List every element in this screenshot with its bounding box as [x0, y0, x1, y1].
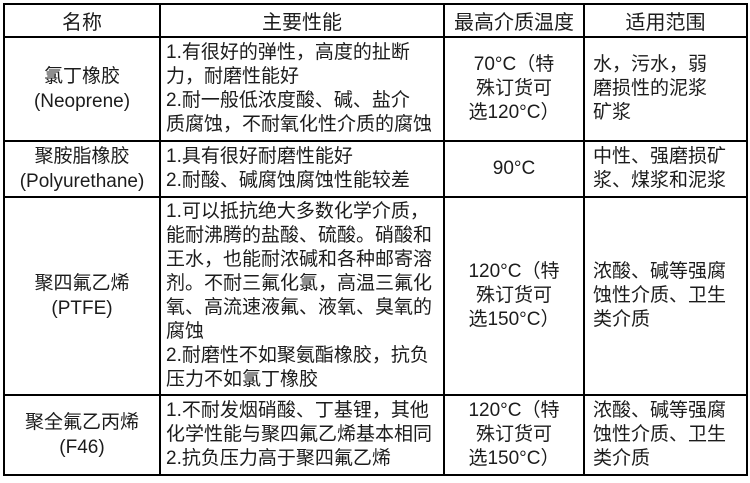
application-cell: 水，污水，弱 磨损性的泥浆 矿浆	[583, 36, 748, 142]
column-header-application: 适用范围	[583, 3, 748, 38]
material-name-en: (F46)	[59, 437, 105, 458]
performance-item-2: 2.耐酸、碱腐蚀腐蚀性能较差	[166, 170, 410, 191]
table-row: 氯丁橡胶 (Neoprene) 1.有很好的弹性，高度的扯断 力，耐磨性能好 2…	[3, 36, 748, 142]
material-name-cn: 聚胺脂橡胶	[34, 146, 130, 167]
materials-table: 名称 主要性能 最高介质温度 适用范围 氯丁橡胶 (Neoprene) 1.有很…	[3, 3, 748, 476]
performance-item-1: 1.有很好的弹性，高度的扯断 力，耐磨性能好	[166, 42, 410, 87]
material-name-cell: 聚胺脂橡胶 (Polyurethane)	[3, 140, 161, 198]
application-cell: 中性、强磨损矿 浆、煤浆和泥浆	[583, 140, 748, 198]
material-name-en: (Neoprene)	[33, 91, 131, 112]
material-name-cn: 聚全氟乙丙烯	[24, 412, 139, 433]
column-header-max-temp: 最高介质温度	[443, 3, 585, 38]
column-header-performance: 主要性能	[159, 3, 445, 38]
material-name-en: (Polyurethane)	[19, 171, 145, 192]
performance-item-2: 2.耐一般低浓度酸、碱、盐介 质腐蚀，不耐氧化性介质的腐蚀	[166, 90, 433, 135]
table-row: 聚全氟乙丙烯 (F46) 1.不耐发烟硝酸、丁基锂，其他 化学性能与聚四氟乙烯基…	[3, 394, 748, 476]
max-temp-cell: 120°C（特 殊订货可 选150°C）	[443, 196, 585, 396]
material-name-cell: 聚四氟乙烯 (PTFE)	[3, 196, 161, 396]
application-cell: 浓酸、碱等强腐 蚀性介质、卫生 类介质	[583, 196, 748, 396]
max-temp-cell: 70°C（特 殊订货可 选120°C）	[443, 36, 585, 142]
performance-item-1: 1.不耐发烟硝酸、丁基锂，其他 化学性能与聚四氟乙烯基本相同	[166, 400, 433, 445]
performance-cell: 1.具有很好耐磨性能好 2.耐酸、碱腐蚀腐蚀性能较差	[159, 140, 445, 198]
performance-cell: 1.不耐发烟硝酸、丁基锂，其他 化学性能与聚四氟乙烯基本相同 2.抗负压力高于聚…	[159, 394, 445, 476]
performance-item-1: 1.具有很好耐磨性能好	[166, 146, 353, 167]
application-cell: 浓酸、碱等强腐 蚀性介质、卫生 类介质	[583, 394, 748, 476]
performance-cell: 1.有很好的弹性，高度的扯断 力，耐磨性能好 2.耐一般低浓度酸、碱、盐介 质腐…	[159, 36, 445, 142]
column-header-name: 名称	[3, 3, 161, 38]
performance-item-2: 2.抗负压力高于聚四氟乙烯	[166, 448, 391, 469]
material-name-cell: 氯丁橡胶 (Neoprene)	[3, 36, 161, 142]
performance-item-2: 2.耐磨性不如聚氨酯橡胶，抗负 压力不如氯丁橡胶	[166, 345, 429, 390]
header-row: 名称 主要性能 最高介质温度 适用范围	[3, 3, 748, 38]
material-name-cn: 聚四氟乙烯	[34, 273, 130, 294]
material-name-cn: 氯丁橡胶	[43, 66, 120, 87]
performance-cell: 1.可以抵抗绝大多数化学介质， 能耐沸腾的盐酸、硫酸。硝酸和 王水，也能耐浓碱和…	[159, 196, 445, 396]
material-name-cell: 聚全氟乙丙烯 (F46)	[3, 394, 161, 476]
table-row: 聚胺脂橡胶 (Polyurethane) 1.具有很好耐磨性能好 2.耐酸、碱腐…	[3, 140, 748, 198]
material-name-en: (PTFE)	[51, 298, 113, 319]
max-temp-cell: 90°C	[443, 140, 585, 198]
performance-item-1: 1.可以抵抗绝大多数化学介质， 能耐沸腾的盐酸、硫酸。硝酸和 王水，也能耐浓碱和…	[166, 201, 433, 342]
table-row: 聚四氟乙烯 (PTFE) 1.可以抵抗绝大多数化学介质， 能耐沸腾的盐酸、硫酸。…	[3, 196, 748, 396]
max-temp-cell: 120°C（特 殊订货可 选150°C）	[443, 394, 585, 476]
